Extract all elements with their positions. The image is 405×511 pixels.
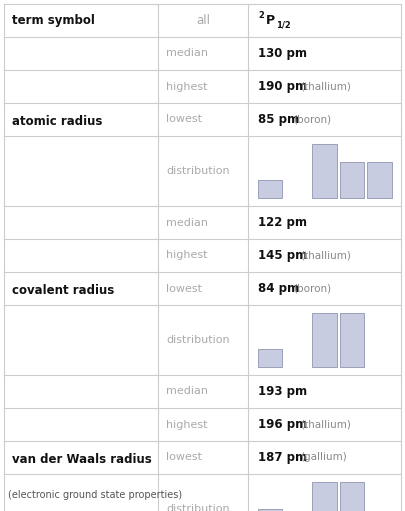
Text: median: median — [166, 386, 208, 397]
Text: distribution: distribution — [166, 504, 230, 511]
Text: highest: highest — [166, 81, 207, 91]
Text: lowest: lowest — [166, 453, 202, 462]
Text: (boron): (boron) — [294, 114, 332, 125]
Text: distribution: distribution — [166, 335, 230, 345]
Text: 130 pm: 130 pm — [258, 47, 307, 60]
Text: highest: highest — [166, 250, 207, 261]
Text: 187 pm: 187 pm — [258, 451, 307, 464]
Text: 85 pm: 85 pm — [258, 113, 299, 126]
Text: highest: highest — [166, 420, 207, 430]
Text: (boron): (boron) — [294, 284, 332, 293]
Bar — [312, 144, 337, 198]
Bar — [340, 313, 364, 367]
Text: (electronic ground state properties): (electronic ground state properties) — [8, 490, 182, 500]
Text: 145 pm: 145 pm — [258, 249, 307, 262]
Bar — [258, 349, 282, 367]
Text: 122 pm: 122 pm — [258, 216, 307, 229]
Text: (thallium): (thallium) — [300, 250, 351, 261]
Text: 193 pm: 193 pm — [258, 385, 307, 398]
Bar — [258, 180, 282, 198]
Bar — [340, 162, 364, 198]
Text: lowest: lowest — [166, 114, 202, 125]
Text: van der Waals radius: van der Waals radius — [12, 453, 152, 466]
Text: median: median — [166, 218, 208, 227]
Text: (gallium): (gallium) — [300, 453, 347, 462]
Bar — [367, 162, 392, 198]
Text: 84 pm: 84 pm — [258, 282, 299, 295]
Text: 2: 2 — [258, 11, 264, 20]
Text: covalent radius: covalent radius — [12, 284, 114, 297]
Bar — [258, 509, 282, 511]
Bar — [312, 482, 337, 511]
Text: median: median — [166, 49, 208, 58]
Text: term symbol: term symbol — [12, 14, 95, 27]
Text: atomic radius: atomic radius — [12, 115, 102, 128]
Text: distribution: distribution — [166, 166, 230, 176]
Text: 190 pm: 190 pm — [258, 80, 307, 93]
Text: P: P — [266, 14, 275, 27]
Bar — [312, 313, 337, 367]
Text: 196 pm: 196 pm — [258, 418, 307, 431]
Text: all: all — [196, 14, 210, 27]
Bar — [340, 482, 364, 511]
Text: lowest: lowest — [166, 284, 202, 293]
Text: (thallium): (thallium) — [300, 420, 351, 430]
Text: (thallium): (thallium) — [300, 81, 351, 91]
Text: 1/2: 1/2 — [276, 21, 291, 30]
